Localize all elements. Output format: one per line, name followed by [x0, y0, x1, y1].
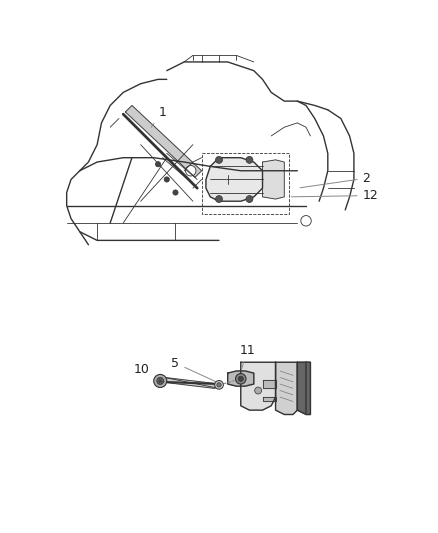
Text: 11: 11	[240, 344, 255, 369]
Circle shape	[164, 177, 170, 182]
Circle shape	[173, 190, 178, 195]
Circle shape	[215, 156, 223, 163]
Circle shape	[246, 196, 253, 203]
Polygon shape	[160, 377, 219, 389]
Circle shape	[155, 161, 161, 167]
Circle shape	[236, 374, 246, 384]
Circle shape	[157, 377, 164, 384]
Polygon shape	[241, 362, 276, 410]
Circle shape	[217, 383, 221, 387]
Polygon shape	[297, 362, 311, 415]
Polygon shape	[206, 158, 262, 201]
Circle shape	[238, 376, 244, 382]
Polygon shape	[276, 362, 297, 415]
Polygon shape	[262, 379, 276, 389]
Circle shape	[215, 381, 223, 389]
Circle shape	[215, 196, 223, 203]
Polygon shape	[262, 397, 276, 401]
Polygon shape	[262, 160, 284, 199]
Circle shape	[154, 375, 167, 387]
Circle shape	[254, 387, 261, 394]
Polygon shape	[125, 106, 201, 177]
Text: 1: 1	[151, 107, 166, 127]
Text: 2: 2	[300, 172, 371, 188]
Text: 10: 10	[134, 363, 158, 379]
Text: 12: 12	[291, 189, 378, 202]
Circle shape	[185, 166, 196, 176]
Text: 5: 5	[172, 357, 216, 382]
Polygon shape	[228, 371, 254, 386]
Circle shape	[246, 156, 253, 163]
